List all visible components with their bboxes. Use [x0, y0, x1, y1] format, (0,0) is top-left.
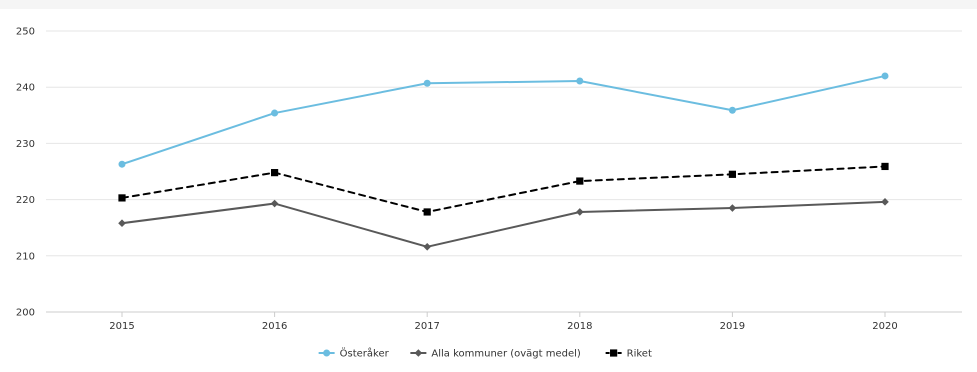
data-point [271, 169, 279, 177]
x-axis-ticks: 2015 2016 2017 2018 2019 2020 [109, 312, 898, 332]
data-point [576, 77, 584, 85]
y-tick-label: 250 [16, 27, 35, 38]
series-layer [118, 72, 889, 251]
legend-item[interactable]: Österåker [318, 347, 390, 360]
data-point [271, 109, 279, 117]
series-line [121, 165, 886, 213]
chart-top-band [0, 0, 977, 9]
legend-label: Alla kommuner (ovägt medel) [431, 349, 581, 360]
data-point [728, 106, 736, 114]
data-point [118, 160, 126, 168]
y-tick-label: 210 [16, 251, 35, 262]
data-point [728, 170, 736, 178]
y-tick-label: 230 [16, 139, 35, 150]
x-tick-label: 2015 [109, 321, 134, 332]
x-tick-label: 2017 [414, 321, 439, 332]
legend-item[interactable]: Alla kommuner (ovägt medel) [410, 349, 581, 360]
gridlines [46, 30, 962, 313]
data-point [881, 198, 889, 206]
data-point [576, 177, 584, 185]
series--ster-ker [118, 72, 889, 168]
data-point [270, 199, 279, 208]
data-point [576, 208, 584, 216]
x-tick-label: 2018 [567, 321, 592, 332]
series-alla-kommuner-ov-gt-medel- [118, 198, 889, 251]
series-line [121, 74, 886, 166]
y-tick-label: 240 [16, 83, 35, 94]
legend-label: Österåker [340, 347, 390, 360]
legend-marker [414, 349, 423, 357]
data-point [423, 79, 431, 87]
x-tick-label: 2019 [720, 321, 745, 332]
legend-marker [610, 349, 618, 357]
legend-label: Riket [627, 349, 652, 360]
series-line [121, 200, 886, 248]
y-tick-label: 200 [16, 308, 35, 319]
data-point [881, 72, 889, 80]
y-tick-label: 220 [16, 195, 35, 206]
series-riket [118, 162, 889, 216]
data-point [118, 219, 126, 228]
data-point [423, 208, 431, 216]
data-point [728, 204, 737, 212]
legend-marker [323, 349, 331, 357]
y-axis-ticks: 200 210 220 230 240 250 [16, 27, 35, 319]
x-tick-label: 2020 [872, 321, 897, 332]
data-point [881, 162, 889, 171]
legend: Österåker Alla kommuner (ovägt medel) Rike… [318, 347, 652, 360]
data-point [423, 243, 431, 251]
legend-item[interactable]: Riket [605, 349, 652, 360]
x-tick-label: 2016 [262, 321, 287, 332]
data-point [118, 194, 126, 202]
